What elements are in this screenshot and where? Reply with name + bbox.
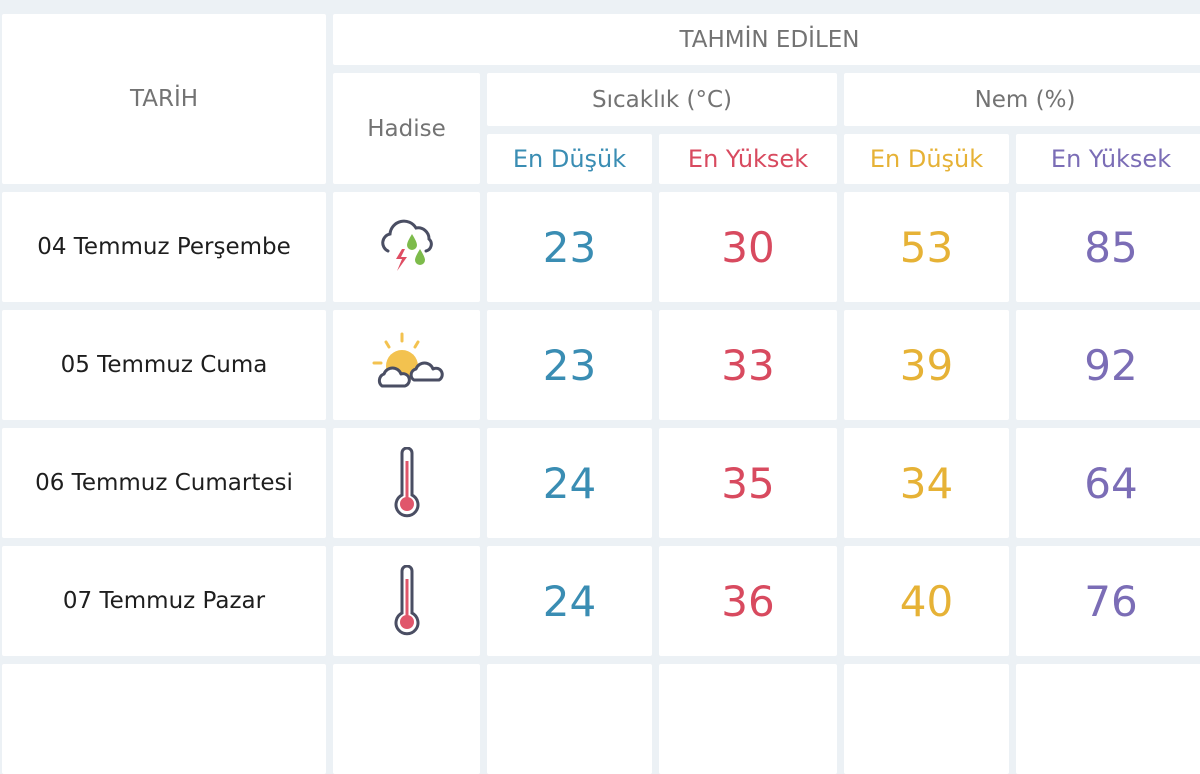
thunderstorm-rain-icon: [333, 192, 480, 302]
row-cell-cutoff: [844, 664, 1009, 774]
row-date: 04 Temmuz Perşembe: [2, 192, 326, 302]
temp-max: 36: [659, 546, 837, 656]
temp-max-header: En Yüksek: [659, 134, 837, 184]
date-header: TARİH: [2, 14, 326, 184]
temp-max: 30: [659, 192, 837, 302]
temp-min-header: En Düşük: [487, 134, 652, 184]
thermometer-hot-icon: [333, 428, 480, 538]
hum-max: 64: [1016, 428, 1200, 538]
temperature-header: Sıcaklık (°C): [487, 73, 837, 126]
humidity-header: Nem (%): [844, 73, 1200, 126]
hum-max: 92: [1016, 310, 1200, 420]
hum-max: 85: [1016, 192, 1200, 302]
temp-max: 33: [659, 310, 837, 420]
temp-min: 24: [487, 546, 652, 656]
row-date: 05 Temmuz Cuma: [2, 310, 326, 420]
event-header: Hadise: [333, 73, 480, 184]
hum-min: 34: [844, 428, 1009, 538]
row-date: 06 Temmuz Cumartesi: [2, 428, 326, 538]
row-cell-cutoff: [333, 664, 480, 774]
hum-max: 76: [1016, 546, 1200, 656]
temp-max: 35: [659, 428, 837, 538]
temp-min: 24: [487, 428, 652, 538]
thermometer-hot-icon: [333, 546, 480, 656]
temp-min: 23: [487, 310, 652, 420]
temp-min: 23: [487, 192, 652, 302]
hum-min: 40: [844, 546, 1009, 656]
forecast-header: TAHMİN EDİLEN: [333, 14, 1200, 65]
hum-min-header: En Düşük: [844, 134, 1009, 184]
forecast-table: TARİH TAHMİN EDİLEN Hadise Sıcaklık (°C)…: [2, 14, 1200, 774]
row-cell-cutoff: [1016, 664, 1200, 774]
partly-cloudy-icon: [333, 310, 480, 420]
hum-min: 39: [844, 310, 1009, 420]
row-cell-cutoff: [487, 664, 652, 774]
hum-min: 53: [844, 192, 1009, 302]
row-cell-cutoff: [659, 664, 837, 774]
hum-max-header: En Yüksek: [1016, 134, 1200, 184]
row-date: 07 Temmuz Pazar: [2, 546, 326, 656]
row-cell-cutoff: [2, 664, 326, 774]
